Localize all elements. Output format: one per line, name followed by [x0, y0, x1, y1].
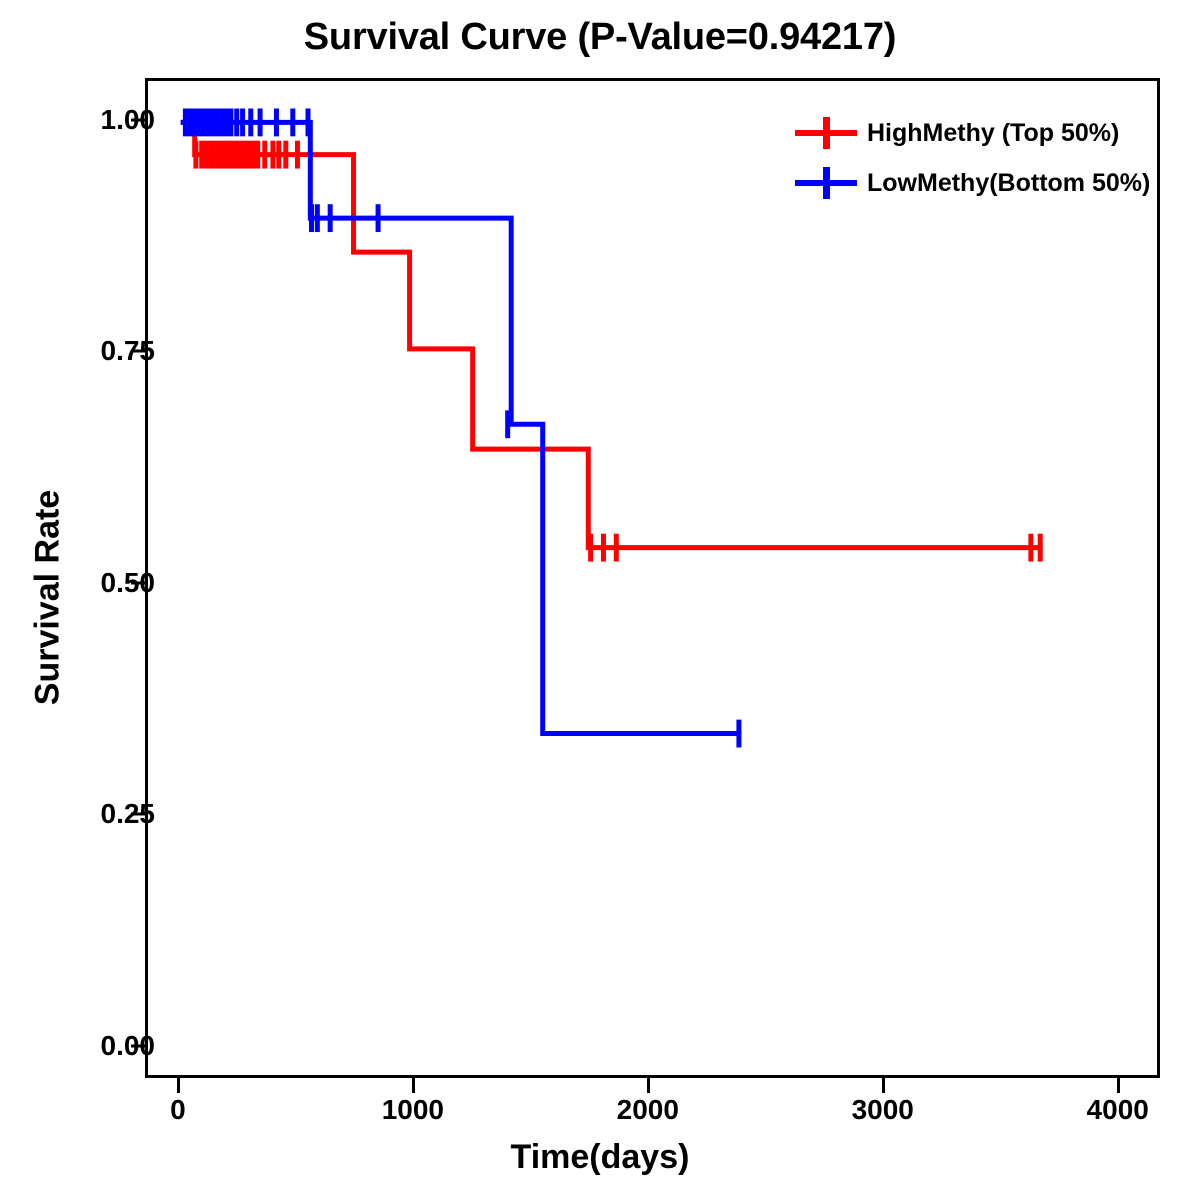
y-axis-label: Survival Rate	[28, 489, 67, 706]
y-tick-label: 0.00	[100, 1029, 156, 1061]
y-tick-mark	[131, 118, 145, 122]
series-layer	[181, 109, 1043, 748]
x-tick-label: 2000	[616, 1094, 679, 1125]
survival-step-line	[181, 122, 742, 733]
legend-item-label: LowMethy(Bottom 50%)	[867, 168, 1151, 197]
y-tick-mark	[131, 349, 145, 353]
x-tick-label: 0	[170, 1094, 186, 1125]
legend-item-low-methy[interactable]: LowMethy(Bottom 50%)	[795, 158, 1165, 208]
x-tick-label: 3000	[851, 1094, 914, 1125]
x-tick-label: 4000	[1086, 1094, 1149, 1125]
x-tick-mark	[881, 1078, 885, 1093]
series-low-methy	[181, 109, 742, 748]
plus-marker-icon	[795, 114, 857, 152]
y-tick-mark	[131, 1044, 145, 1048]
y-tick-label: 1.00	[100, 103, 156, 135]
x-tick-mark	[1116, 1078, 1120, 1093]
page-title: Survival Curve (P-Value=0.94217)	[303, 16, 897, 58]
y-tick-mark	[131, 581, 145, 585]
x-axis-label: Time(days)	[510, 1138, 690, 1176]
y-tick-label: 0.75	[100, 335, 156, 367]
y-tick-mark	[131, 812, 145, 816]
legend-item-high-methy[interactable]: HighMethy (Top 50%)	[795, 108, 1165, 158]
x-tick-mark	[176, 1078, 180, 1093]
x-tick-mark	[411, 1078, 415, 1093]
plot-area	[145, 78, 1160, 1078]
x-tick-label: 1000	[381, 1094, 444, 1125]
x-tick-mark	[646, 1078, 650, 1093]
y-tick-label: 0.25	[100, 798, 156, 830]
legend-item-label: HighMethy (Top 50%)	[867, 118, 1120, 147]
plot-svg	[148, 81, 1157, 1075]
legend: HighMethy (Top 50%) LowMethy(Bottom 50%)	[795, 108, 1165, 208]
series-high-methy	[181, 122, 1043, 561]
plus-marker-icon	[795, 164, 857, 202]
y-tick-label: 0.50	[100, 566, 156, 598]
